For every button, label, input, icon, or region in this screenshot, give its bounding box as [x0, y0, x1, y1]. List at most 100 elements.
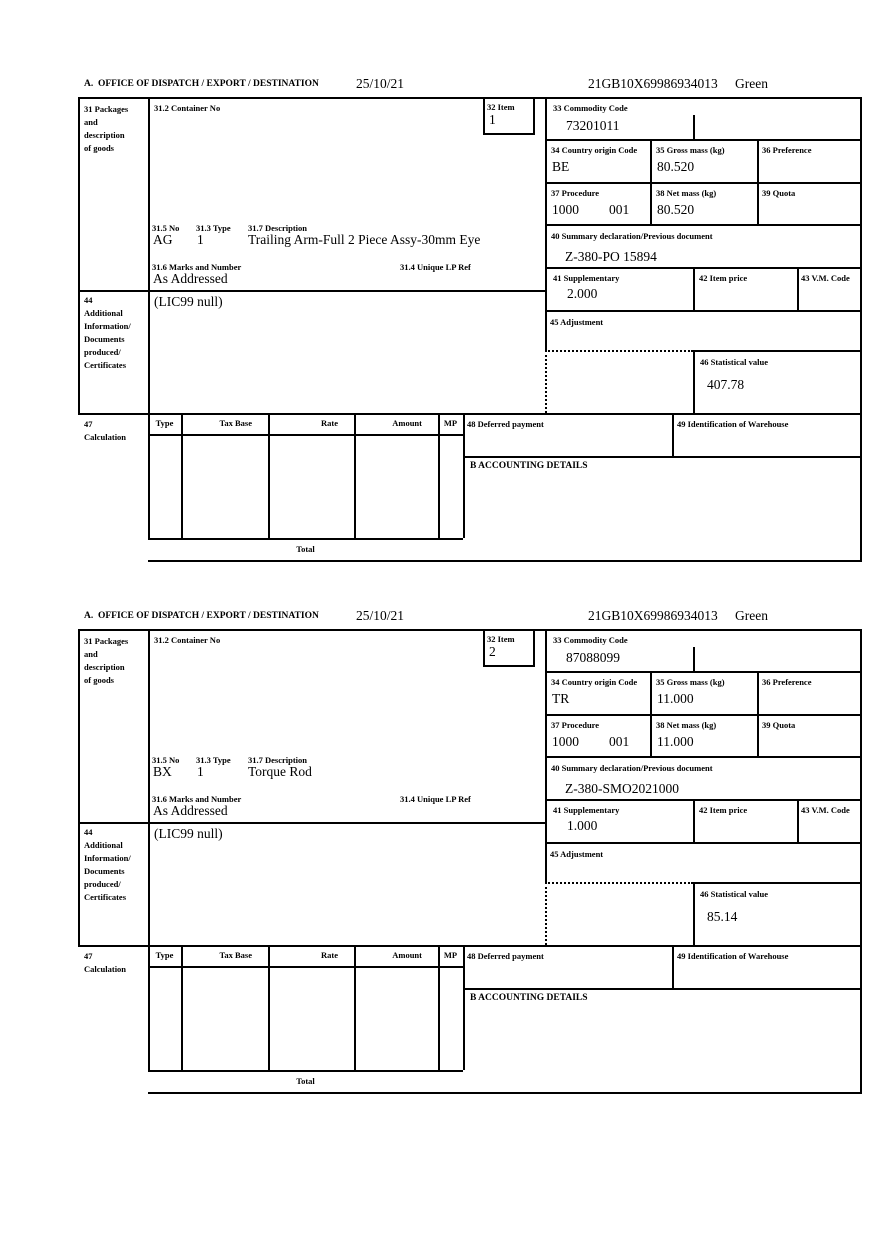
box31-3-label: 31.3 Type [196, 755, 231, 765]
box44-label-line2: Additional [84, 840, 123, 850]
divider-line [693, 799, 695, 842]
statistical-value: 85.14 [707, 909, 738, 924]
marks-value: As Addressed [153, 271, 228, 286]
divider-line [148, 1070, 463, 1072]
divider-line [533, 97, 535, 133]
box44-label-line4: Documents [84, 866, 125, 876]
divider-line [148, 538, 463, 540]
box48-label: 48 Deferred payment [467, 951, 544, 961]
calc-header-tax-base: Tax Base [219, 950, 252, 960]
summary-declaration-value: Z-380-SMO2021000 [565, 781, 679, 796]
box31-5-label: 31.5 No [152, 223, 180, 233]
procedure-value: 1000 [552, 202, 579, 217]
box44-label-line3: Information/ [84, 321, 131, 331]
divider-line [797, 799, 799, 842]
package-type-value: 1 [197, 764, 204, 779]
box31-6-label: 31.6 Marks and Number [152, 794, 242, 804]
routing-status: Green [735, 76, 768, 91]
divider-line [78, 290, 547, 292]
box44-label-line2: Additional [84, 308, 123, 318]
box38-label: 38 Net mass (kg) [656, 720, 717, 730]
item-number-value: 2 [489, 644, 496, 659]
additional-info-value: (LIC99 null) [154, 294, 223, 309]
box44-label-line1: 44 [84, 295, 93, 305]
box39-label: 39 Quota [762, 720, 796, 730]
divider-line [672, 413, 674, 456]
package-no-value: AG [153, 232, 173, 247]
divider-line [483, 97, 485, 133]
divider-line [438, 945, 440, 1070]
divider-line [797, 267, 799, 310]
box45-label: 45 Adjustment [550, 849, 604, 859]
box31-label-line2: and [84, 117, 98, 127]
divider-line [78, 822, 547, 824]
box45-label: 45 Adjustment [550, 317, 604, 327]
box48-label: 48 Deferred payment [467, 419, 544, 429]
box31-4-label: 31.4 Unique LP Ref [400, 262, 471, 272]
box44-label-line1: 44 [84, 827, 93, 837]
accounting-details-label: B ACCOUNTING DETAILS [470, 993, 588, 1003]
divider-line [545, 671, 862, 673]
divider-line [463, 945, 465, 1070]
commodity-code-value: 73201011 [566, 118, 620, 133]
divider-line [268, 413, 270, 538]
additional-info-value: (LIC99 null) [154, 826, 223, 841]
divider-line [181, 413, 183, 538]
divider-line [78, 945, 862, 947]
box44-label-line5: produced/ [84, 347, 121, 357]
box47-label-line1: 47 [84, 951, 93, 961]
divider-line [148, 966, 463, 968]
divider-line [148, 560, 862, 562]
customs-item-form-2: A. OFFICE OF DISPATCH / EXPORT / DESTINA… [78, 606, 862, 1098]
divider-line [545, 97, 547, 350]
divider-line [545, 799, 862, 801]
net-mass-value: 11.000 [657, 734, 694, 749]
divider-line [148, 1092, 862, 1094]
box44-label-line3: Information/ [84, 853, 131, 863]
divider-line [545, 139, 862, 141]
supplementary-value: 1.000 [567, 818, 598, 833]
mrn-number: 21GB10X69986934013 [588, 608, 718, 623]
divider-line [354, 413, 356, 538]
divider-line [463, 456, 862, 458]
calc-header-amount: Amount [392, 950, 422, 960]
divider-line [672, 945, 674, 988]
box43-label: 43 V.M. Code [801, 273, 850, 283]
divider-line [545, 267, 862, 269]
box47-label-line2: Calculation [84, 432, 127, 442]
box41-label: 41 Supplementary [553, 273, 620, 283]
summary-declaration-value: Z-380-PO 15894 [565, 249, 657, 264]
package-type-value: 1 [197, 232, 204, 247]
divider-line [545, 629, 547, 882]
box31-2-label: 31.2 Container No [154, 635, 221, 645]
divider-line [148, 629, 150, 1070]
box31-label-line3: description [84, 130, 125, 140]
divider-line [78, 629, 80, 945]
mrn-number: 21GB10X69986934013 [588, 76, 718, 91]
calc-total-label: Total [296, 544, 315, 554]
divider-line [78, 413, 862, 415]
divider-line [545, 182, 862, 184]
divider-line [693, 882, 862, 884]
calc-header-rate: Rate [321, 418, 338, 428]
statistical-value: 407.78 [707, 377, 745, 392]
dotted-divider [545, 882, 693, 884]
divider-line [354, 945, 356, 1070]
box32-label: 32 Item [487, 634, 515, 644]
box31-7-label: 31.7 Description [248, 755, 308, 765]
divider-line [533, 629, 535, 665]
procedure-extra-value: 001 [609, 734, 630, 749]
divider-line [78, 629, 862, 631]
calc-header-mp: MP [443, 418, 458, 428]
box33-label: 33 Commodity Code [553, 103, 628, 113]
divider-line [693, 647, 695, 671]
box44-label-line5: produced/ [84, 879, 121, 889]
calc-total-label: Total [296, 1076, 315, 1086]
dotted-divider [545, 882, 547, 945]
calc-header-mp: MP [443, 950, 458, 960]
box33-label: 33 Commodity Code [553, 635, 628, 645]
box34-label: 34 Country origin Code [551, 677, 638, 687]
box44-label-line6: Certificates [84, 892, 127, 902]
country-origin-value: TR [552, 691, 570, 706]
